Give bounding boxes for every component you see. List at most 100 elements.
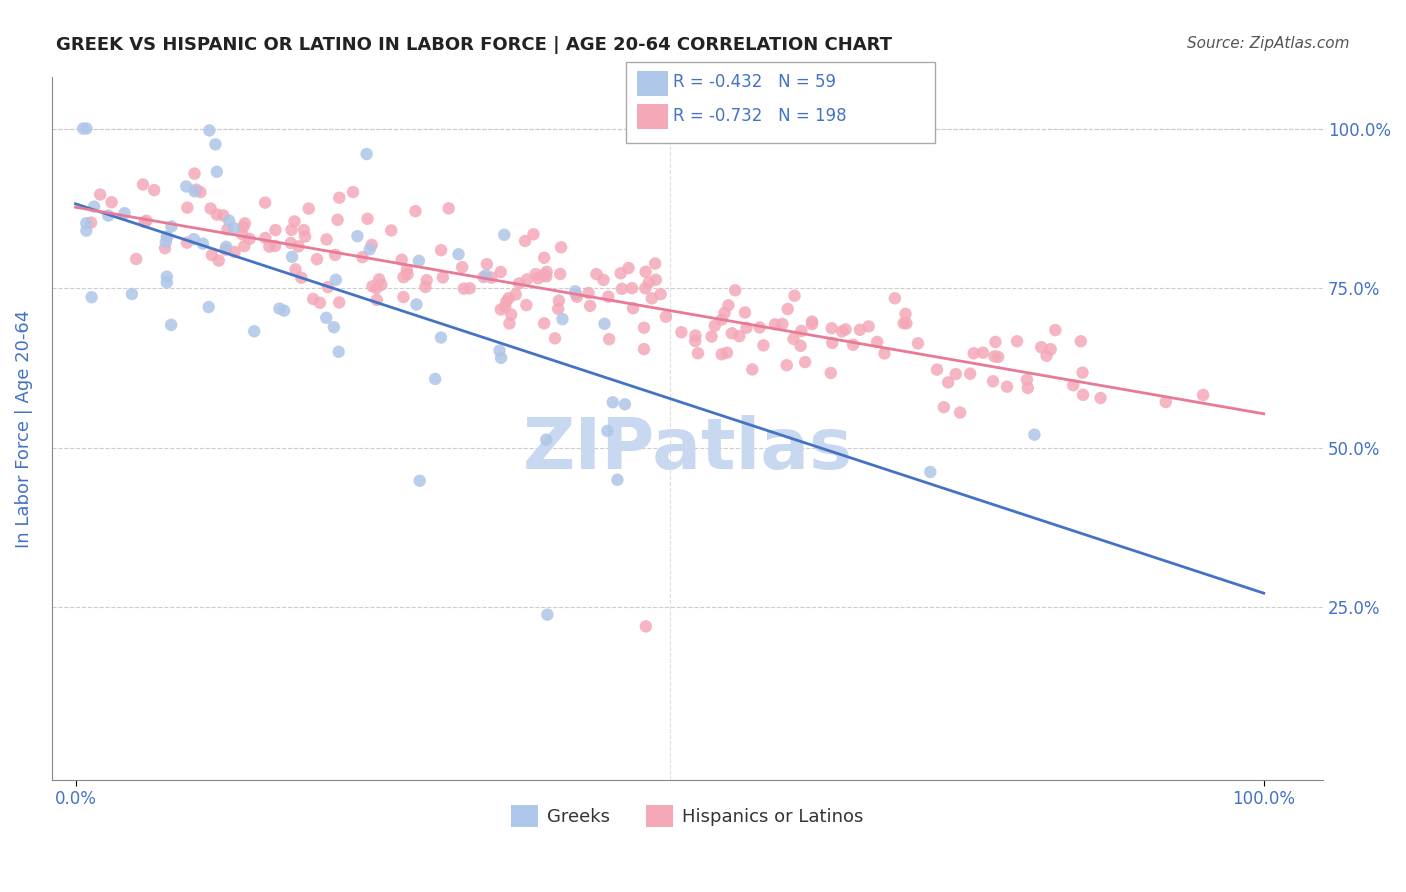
Point <box>717 298 740 312</box>
Point <box>716 345 738 359</box>
Point <box>548 267 571 281</box>
Point <box>894 307 917 321</box>
Point <box>475 268 498 283</box>
Point <box>432 270 454 285</box>
Text: ZIPatlas: ZIPatlas <box>523 415 852 484</box>
Point <box>544 331 567 345</box>
Point <box>741 362 763 376</box>
Point <box>700 329 723 343</box>
Point <box>205 165 228 179</box>
Point <box>264 223 287 237</box>
Point <box>494 227 516 242</box>
Point <box>633 320 655 334</box>
Point <box>326 212 349 227</box>
Point <box>1005 334 1028 349</box>
Point <box>1039 342 1062 356</box>
Point <box>451 260 474 274</box>
Point <box>259 239 281 253</box>
Point <box>284 262 307 277</box>
Point <box>534 433 557 447</box>
Point <box>550 240 572 254</box>
Point <box>283 214 305 228</box>
Point <box>97 209 120 223</box>
Point <box>789 339 811 353</box>
Point <box>527 271 550 285</box>
Point <box>437 202 460 216</box>
Point <box>346 229 368 244</box>
Point <box>135 214 157 228</box>
Point <box>522 227 544 242</box>
Point <box>75 121 97 136</box>
Point <box>963 346 986 360</box>
Point <box>280 235 302 250</box>
Point <box>495 294 517 309</box>
Text: GREEK VS HISPANIC OR LATINO IN LABOR FORCE | AGE 20-64 CORRELATION CHART: GREEK VS HISPANIC OR LATINO IN LABOR FOR… <box>56 36 893 54</box>
Point <box>641 292 664 306</box>
Point <box>183 184 205 198</box>
Point <box>174 179 197 194</box>
Point <box>1031 340 1053 354</box>
Point <box>204 137 226 152</box>
Point <box>83 200 105 214</box>
Point <box>821 321 844 335</box>
Point <box>783 288 806 302</box>
Point <box>721 326 744 341</box>
Point <box>269 301 291 316</box>
Point <box>770 317 793 331</box>
Point <box>356 147 378 161</box>
Point <box>972 345 994 359</box>
Point <box>380 223 402 237</box>
Point <box>392 270 415 285</box>
Point <box>238 232 260 246</box>
Point <box>176 201 198 215</box>
Point <box>533 251 555 265</box>
Point <box>273 303 295 318</box>
Point <box>621 301 644 316</box>
Point <box>430 330 453 344</box>
Point <box>609 266 631 280</box>
Point <box>305 252 328 267</box>
Point <box>936 376 959 390</box>
Point <box>315 232 337 246</box>
Point <box>610 282 633 296</box>
Point <box>200 202 222 216</box>
Point <box>323 248 346 262</box>
Point <box>322 320 344 334</box>
Point <box>710 312 733 326</box>
Point <box>233 216 256 230</box>
Point <box>290 270 312 285</box>
Point <box>896 316 918 330</box>
Point <box>156 269 179 284</box>
Point <box>551 312 574 326</box>
Point <box>287 239 309 253</box>
Point <box>370 277 392 292</box>
Point <box>634 265 657 279</box>
Point <box>143 183 166 197</box>
Point <box>453 282 475 296</box>
Point <box>75 216 97 230</box>
Point <box>644 273 666 287</box>
Point <box>987 350 1010 364</box>
Point <box>763 318 786 332</box>
Point <box>602 395 624 409</box>
Point <box>205 208 228 222</box>
Point <box>489 265 512 279</box>
Point <box>208 253 231 268</box>
Point <box>536 269 558 284</box>
Point <box>472 270 495 285</box>
Point <box>281 250 304 264</box>
Point <box>748 320 770 334</box>
Point <box>592 273 614 287</box>
Point <box>391 252 413 267</box>
Point <box>536 265 558 279</box>
Point <box>328 344 350 359</box>
Point <box>524 267 547 281</box>
Point <box>132 178 155 192</box>
Point <box>820 366 842 380</box>
Point <box>633 342 655 356</box>
Point <box>156 229 179 244</box>
Point <box>735 320 758 334</box>
Point <box>328 295 350 310</box>
Point <box>1192 388 1215 402</box>
Point <box>352 250 374 264</box>
